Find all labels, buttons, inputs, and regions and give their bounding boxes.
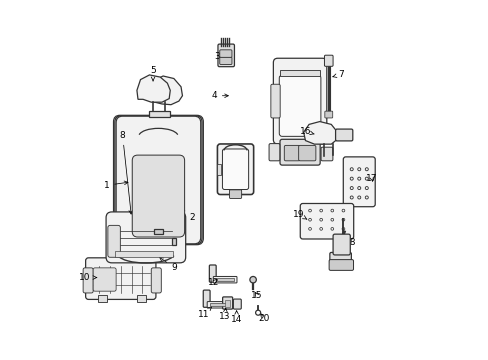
- FancyBboxPatch shape: [203, 290, 210, 307]
- Text: 17: 17: [366, 174, 377, 183]
- FancyBboxPatch shape: [106, 212, 185, 263]
- FancyBboxPatch shape: [132, 155, 184, 237]
- FancyBboxPatch shape: [209, 265, 216, 282]
- FancyBboxPatch shape: [268, 144, 279, 161]
- Text: 1: 1: [103, 181, 128, 190]
- Bar: [115, 251, 173, 257]
- FancyBboxPatch shape: [217, 144, 253, 194]
- FancyBboxPatch shape: [83, 268, 93, 293]
- FancyBboxPatch shape: [335, 129, 352, 141]
- FancyBboxPatch shape: [151, 268, 161, 293]
- FancyBboxPatch shape: [219, 50, 231, 57]
- Bar: [98, 296, 107, 302]
- FancyBboxPatch shape: [113, 115, 203, 245]
- FancyBboxPatch shape: [207, 302, 230, 308]
- FancyBboxPatch shape: [273, 58, 326, 144]
- FancyBboxPatch shape: [222, 149, 248, 189]
- FancyBboxPatch shape: [279, 75, 320, 136]
- Text: 13: 13: [219, 308, 230, 321]
- Bar: [171, 238, 176, 245]
- FancyBboxPatch shape: [329, 252, 351, 263]
- Text: 10: 10: [79, 273, 97, 282]
- FancyBboxPatch shape: [324, 55, 332, 66]
- Text: 18: 18: [344, 238, 355, 247]
- FancyBboxPatch shape: [85, 258, 156, 300]
- Bar: [148, 111, 169, 117]
- FancyBboxPatch shape: [270, 84, 280, 118]
- FancyBboxPatch shape: [328, 260, 353, 270]
- FancyBboxPatch shape: [321, 147, 332, 161]
- Text: 8: 8: [120, 131, 132, 214]
- FancyBboxPatch shape: [219, 57, 231, 64]
- Text: 6: 6: [230, 179, 235, 188]
- Text: 9: 9: [159, 257, 177, 273]
- Bar: [224, 300, 230, 307]
- Text: 14: 14: [230, 311, 242, 324]
- Text: 4: 4: [211, 91, 228, 100]
- FancyBboxPatch shape: [233, 299, 241, 309]
- Bar: [216, 278, 233, 281]
- Text: 12: 12: [208, 278, 219, 287]
- FancyBboxPatch shape: [324, 111, 332, 118]
- FancyBboxPatch shape: [116, 116, 201, 244]
- Text: 3: 3: [214, 52, 224, 61]
- FancyBboxPatch shape: [222, 297, 232, 309]
- Text: 7: 7: [332, 70, 344, 79]
- FancyBboxPatch shape: [284, 145, 299, 161]
- Text: 19: 19: [292, 210, 306, 219]
- FancyBboxPatch shape: [343, 157, 374, 207]
- FancyBboxPatch shape: [298, 145, 315, 161]
- Bar: [216, 164, 221, 175]
- FancyBboxPatch shape: [213, 276, 237, 283]
- Text: 5: 5: [150, 66, 156, 81]
- Text: 16: 16: [299, 127, 313, 136]
- Circle shape: [249, 276, 256, 283]
- FancyBboxPatch shape: [300, 203, 353, 239]
- FancyBboxPatch shape: [280, 139, 320, 165]
- FancyBboxPatch shape: [229, 190, 241, 198]
- FancyBboxPatch shape: [332, 234, 349, 255]
- FancyBboxPatch shape: [115, 116, 202, 244]
- FancyBboxPatch shape: [93, 268, 116, 291]
- Text: 11: 11: [197, 307, 211, 319]
- Polygon shape: [303, 122, 336, 144]
- Polygon shape: [137, 75, 170, 102]
- FancyBboxPatch shape: [218, 44, 234, 67]
- Text: 20: 20: [258, 314, 269, 323]
- Bar: [210, 303, 227, 306]
- Text: 15: 15: [251, 291, 262, 300]
- Circle shape: [255, 310, 260, 315]
- Polygon shape: [150, 76, 182, 105]
- Text: 2: 2: [174, 202, 195, 222]
- Bar: [279, 70, 320, 76]
- Bar: [137, 296, 145, 302]
- FancyBboxPatch shape: [108, 225, 120, 257]
- Bar: [154, 229, 163, 234]
